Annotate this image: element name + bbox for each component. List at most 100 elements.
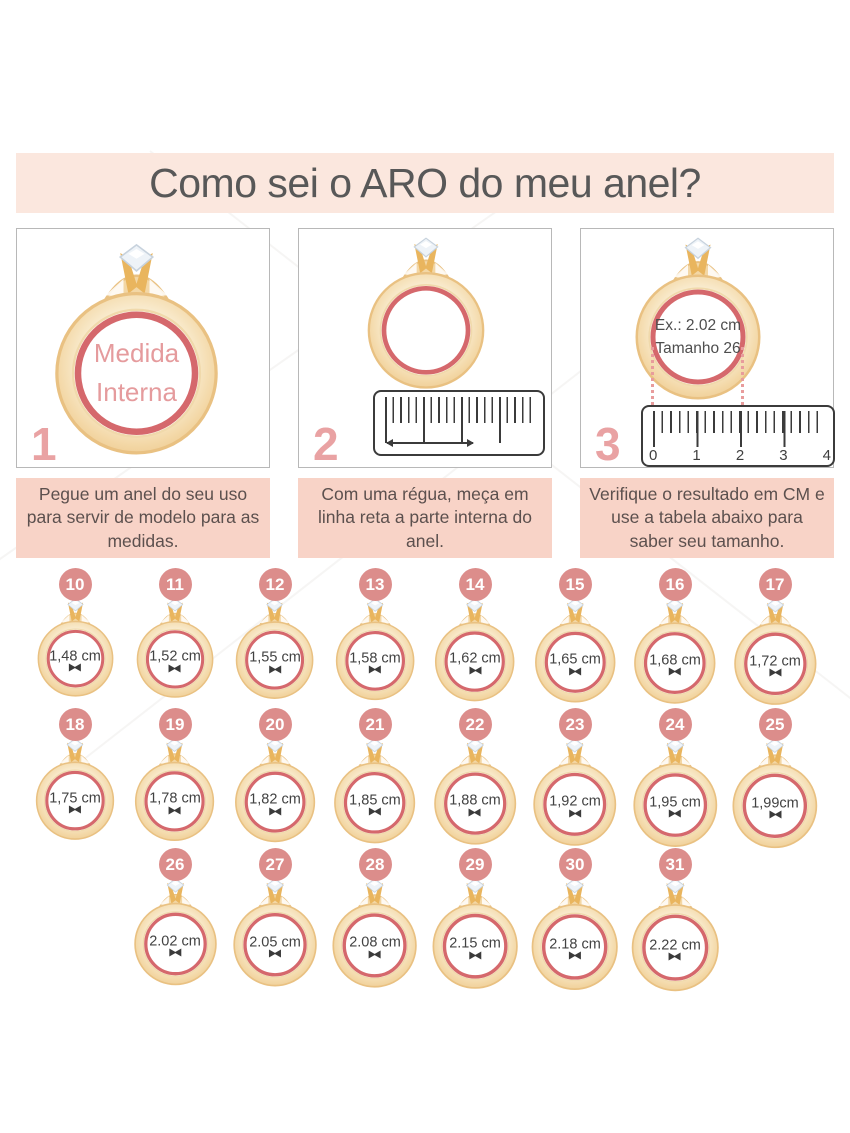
size-badge: 12 (258, 568, 292, 601)
diameter-label: 2.02 cm (149, 933, 201, 950)
size-badge: 11 (158, 568, 192, 601)
size-badge: 27 (258, 848, 292, 881)
step-number-3: 3 (595, 418, 621, 470)
ring-size-item: 30 2.18 cm (525, 848, 625, 993)
size-number: 14 (465, 574, 485, 594)
ring-size-item: 28 2.08 cm (325, 848, 425, 993)
size-badge: 18 (58, 708, 92, 741)
ring-measure: 2.15 cm (442, 935, 507, 960)
size-badge: 22 (458, 708, 492, 741)
ring-illustration: 1,62 cm (427, 598, 522, 703)
diameter-label: 1,62 cm (449, 650, 501, 667)
ring-measure: 1,55 cm (245, 649, 305, 674)
ring-size-item: 11 1,52 cm (125, 568, 225, 707)
ring-illustration: Medida Interna (39, 243, 234, 458)
size-number: 28 (365, 854, 385, 874)
ruler-illustration (373, 390, 545, 456)
ring-illustration: 1,68 cm (626, 598, 724, 705)
ring-illustration: 2.02 cm (126, 878, 225, 987)
diameter-label: 1,48 cm (49, 648, 101, 665)
ring-measure: 1,99cm (742, 795, 807, 819)
ring-example-label: Ex.: 2.02 cm Tamanho 26 (655, 314, 741, 361)
ring-illustration: 1,82 cm (227, 738, 323, 844)
ring-illustration: 2.22 cm (623, 878, 728, 993)
ruler-numbers: 0 1 2 3 4 (649, 447, 831, 464)
ring-size-item: 17 1,72 cm (725, 568, 825, 707)
ring-size-item: 20 1,82 cm (225, 708, 325, 850)
ring-illustration (356, 237, 496, 391)
size-badge: 21 (358, 708, 392, 741)
ruler-number: 4 (822, 447, 831, 464)
ring-icon (630, 878, 720, 993)
diameter-label: 1,72 cm (749, 653, 801, 670)
example-size: Tamanho 26 (655, 339, 741, 357)
size-badge: 10 (58, 568, 92, 601)
ring-icon (232, 878, 318, 988)
ring-size-item: 22 1,88 cm (425, 708, 525, 850)
ring-illustration: 1,72 cm (726, 598, 825, 707)
size-number: 10 (65, 574, 85, 594)
ring-size-item: 23 1,92 cm (525, 708, 625, 850)
size-number: 11 (166, 574, 184, 594)
ring-measure: 2.02 cm (143, 933, 206, 957)
size-badge: 13 (358, 568, 392, 601)
ring-illustration: 2.05 cm (225, 878, 325, 988)
title-banner: Como sei o ARO do meu anel? (16, 153, 834, 213)
step-panel-3: Ex.: 2.02 cm Tamanho 26 0 1 2 3 4 3 (580, 228, 835, 470)
diameter-label: 1,58 cm (349, 650, 401, 667)
ring-measure: 2.08 cm (343, 934, 408, 959)
diameter-label: 1,55 cm (249, 649, 301, 666)
ring-measure: 1,48 cm (46, 648, 104, 672)
size-badge: 24 (658, 708, 692, 741)
step-caption-1: Pegue um anel do seu uso para servir de … (16, 478, 270, 558)
size-badge: 30 (558, 848, 592, 881)
dotted-guide-line (651, 347, 654, 405)
ring-measure: 1,82 cm (244, 792, 306, 816)
size-number: 25 (765, 714, 785, 734)
ring-illustration: 1,92 cm (525, 738, 625, 847)
ruler-illustration: 0 1 2 3 4 (641, 405, 835, 467)
size-number: 18 (65, 714, 85, 734)
size-chart-row-1: 10 1,48 cm 11 1,52 cm 12 1,55 cm (25, 568, 825, 707)
ring-illustration: 1,88 cm (426, 738, 524, 846)
size-badge: 25 (758, 708, 792, 741)
step-number-1: 1 (31, 418, 57, 470)
ring-size-item: 31 2.22 cm (625, 848, 725, 993)
ring-measure: 1,68 cm (644, 652, 706, 676)
size-badge: 20 (258, 708, 292, 741)
size-number: 17 (765, 574, 785, 594)
diameter-label: 2.08 cm (349, 934, 401, 951)
ring-size-item: 21 1,85 cm (325, 708, 425, 850)
diameter-label: 1,92 cm (549, 793, 601, 810)
size-badge: 26 (158, 848, 192, 881)
size-number: 16 (665, 574, 685, 594)
size-badge: 15 (558, 568, 592, 601)
ring-size-item: 24 1,95 cm (625, 708, 725, 850)
ring-illustration: 1,58 cm (328, 598, 422, 702)
page-title: Como sei o ARO do meu anel? (149, 159, 701, 206)
ring-size-item: 14 1,62 cm (425, 568, 525, 707)
ring-measure: 1,75 cm (45, 790, 105, 814)
ring-measure: 1,95 cm (643, 794, 707, 818)
ring-measure: 1,88 cm (444, 793, 507, 817)
ring-illustration: 1,85 cm (326, 738, 423, 845)
ring-inner-label: Medida Interna (94, 334, 179, 412)
step-panel-2: 2 (298, 228, 552, 468)
ring-inner-label-line1: Medida (93, 338, 180, 369)
ring-illustration: 2.08 cm (324, 878, 425, 989)
ring-illustration: 1,55 cm (228, 598, 321, 701)
ring-icon (331, 878, 419, 989)
step-panel-1: Medida Interna 1 (16, 228, 270, 468)
size-badge: 17 (758, 568, 792, 601)
example-measure: Ex.: 2.02 cm (654, 316, 742, 334)
diameter-label: 2.15 cm (449, 935, 501, 952)
ring-size-item: 12 1,55 cm (225, 568, 325, 707)
ring-measure: 1,92 cm (543, 793, 607, 818)
ring-measure: 1,78 cm (145, 791, 206, 815)
size-badge: 23 (558, 708, 592, 741)
ring-size-item: 29 2.15 cm (425, 848, 525, 993)
dotted-guide-line (741, 347, 744, 405)
size-number: 13 (365, 574, 385, 594)
size-badge: 31 (658, 848, 692, 881)
